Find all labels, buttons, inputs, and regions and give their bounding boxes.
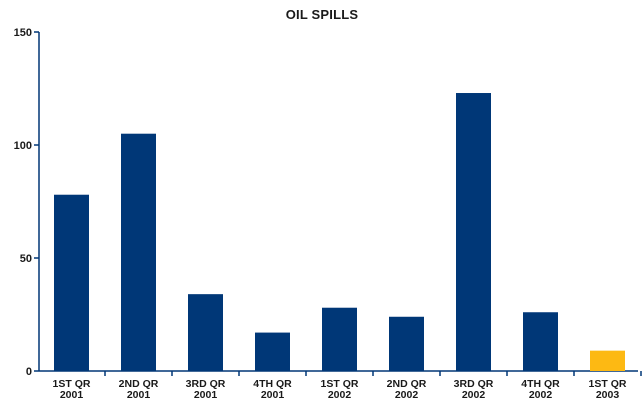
x-tick-label: 1ST QR — [589, 378, 627, 390]
x-tick-label: 2003 — [596, 389, 620, 401]
x-tick-label: 2ND QR — [119, 378, 159, 390]
x-tick-label: 2002 — [529, 389, 553, 401]
y-tick-label: 0 — [26, 366, 32, 378]
chart-title: OIL SPILLS — [285, 7, 359, 22]
bar — [322, 307, 357, 371]
x-tick-label: 1ST QR — [321, 378, 359, 390]
y-tick-label: 100 — [14, 140, 32, 152]
bar — [121, 133, 156, 371]
x-tick-label: 2001 — [127, 389, 151, 401]
y-tick-label: 150 — [14, 27, 32, 39]
bar — [389, 316, 424, 371]
y-tick-label: 50 — [20, 253, 32, 265]
x-tick-label: 2ND QR — [387, 378, 427, 390]
x-tick-label: 3RD QR — [454, 378, 494, 390]
x-tick-label: 4TH QR — [521, 378, 560, 390]
x-tick-label: 2002 — [462, 389, 486, 401]
bar — [188, 294, 223, 371]
bar — [590, 350, 625, 371]
x-tick-label: 2002 — [395, 389, 419, 401]
x-tick-label: 2001 — [261, 389, 285, 401]
x-tick-label: 4TH QR — [253, 378, 292, 390]
x-tick-label: 2001 — [194, 389, 218, 401]
bar — [456, 93, 491, 372]
bar — [523, 312, 558, 371]
x-tick-label: 3RD QR — [186, 378, 226, 390]
bar — [255, 332, 290, 371]
bar — [54, 194, 89, 371]
x-tick-label: 2001 — [60, 389, 84, 401]
x-tick-label: 2002 — [328, 389, 352, 401]
x-tick-label: 1ST QR — [53, 378, 91, 390]
